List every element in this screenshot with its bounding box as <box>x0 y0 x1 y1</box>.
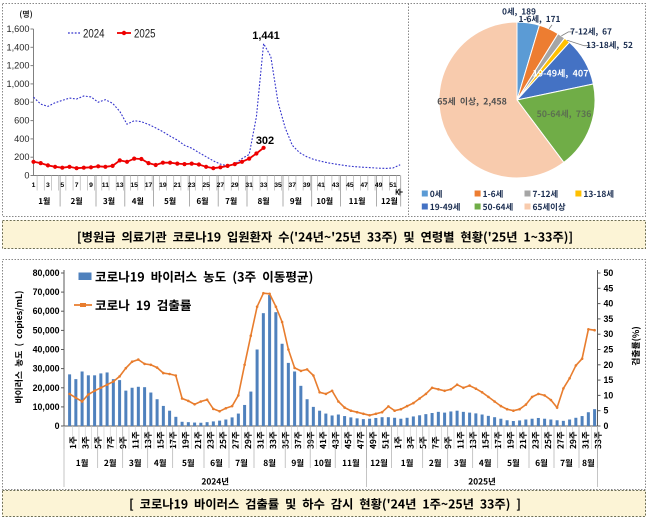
svg-text:43: 43 <box>332 182 340 189</box>
svg-text:7: 7 <box>75 182 79 189</box>
svg-text:60,000: 60,000 <box>33 306 60 316</box>
svg-text:2024: 2024 <box>83 29 105 41</box>
svg-text:50,000: 50,000 <box>33 325 60 335</box>
svg-text:30: 30 <box>604 329 614 339</box>
svg-text:40: 40 <box>604 299 614 309</box>
svg-text:41: 41 <box>317 182 325 189</box>
svg-text:800: 800 <box>14 97 29 107</box>
svg-text:31: 31 <box>245 182 253 189</box>
svg-text:5: 5 <box>604 406 609 416</box>
svg-text:3: 3 <box>46 182 50 189</box>
svg-text:21: 21 <box>174 182 182 189</box>
svg-text:25: 25 <box>202 182 210 189</box>
svg-text:600: 600 <box>14 116 29 126</box>
svg-text:47: 47 <box>360 182 368 189</box>
svg-text:13: 13 <box>116 182 124 189</box>
svg-text:15: 15 <box>604 375 614 385</box>
svg-text:0: 0 <box>604 421 609 431</box>
svg-text:17: 17 <box>145 182 153 189</box>
svg-text:30,000: 30,000 <box>33 364 60 374</box>
svg-text:0: 0 <box>55 421 60 431</box>
svg-text:51: 51 <box>389 182 397 189</box>
svg-text:40,000: 40,000 <box>33 345 60 355</box>
svg-text:49: 49 <box>375 182 383 189</box>
svg-text:0: 0 <box>24 171 29 181</box>
svg-text:1,200: 1,200 <box>7 61 30 71</box>
svg-text:400: 400 <box>14 134 29 144</box>
svg-text:70,000: 70,000 <box>33 287 60 297</box>
svg-text:23: 23 <box>188 182 196 189</box>
svg-text:1,600: 1,600 <box>7 24 30 34</box>
svg-text:302: 302 <box>256 135 274 147</box>
svg-text:10,000: 10,000 <box>33 402 60 412</box>
svg-text:45: 45 <box>604 283 614 293</box>
svg-text:2025: 2025 <box>134 29 156 41</box>
svg-text:50: 50 <box>604 268 614 278</box>
svg-text:19: 19 <box>159 182 167 189</box>
svg-text:35: 35 <box>604 314 614 324</box>
svg-text:200: 200 <box>14 152 29 162</box>
svg-text:80,000: 80,000 <box>33 268 60 278</box>
svg-text:25: 25 <box>604 345 614 355</box>
svg-text:1,441: 1,441 <box>252 30 280 42</box>
svg-text:1,400: 1,400 <box>7 42 30 52</box>
svg-text:1,000: 1,000 <box>7 79 30 89</box>
svg-text:35: 35 <box>274 182 282 189</box>
svg-text:37: 37 <box>289 182 297 189</box>
svg-text:5: 5 <box>60 182 64 189</box>
svg-text:1: 1 <box>32 182 36 189</box>
svg-text:27: 27 <box>217 182 225 189</box>
svg-text:20,000: 20,000 <box>33 383 60 393</box>
svg-text:45: 45 <box>346 182 354 189</box>
svg-text:39: 39 <box>303 182 311 189</box>
svg-text:11: 11 <box>102 182 109 189</box>
svg-text:33: 33 <box>260 182 268 189</box>
svg-text:9: 9 <box>89 182 93 189</box>
svg-text:15: 15 <box>130 182 138 189</box>
svg-text:20: 20 <box>604 360 614 370</box>
svg-text:10: 10 <box>604 390 614 400</box>
svg-text:29: 29 <box>231 182 239 189</box>
